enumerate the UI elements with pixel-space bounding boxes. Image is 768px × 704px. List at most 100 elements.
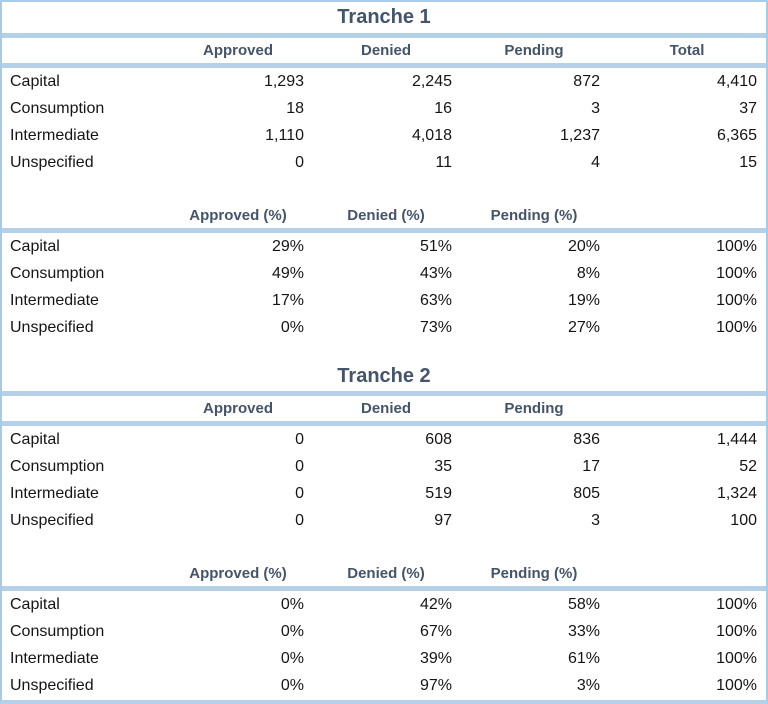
cell: 35 (434, 457, 452, 475)
cell: 805 (573, 484, 600, 502)
row-label: Consumption (10, 622, 105, 640)
cell: 100% (716, 622, 757, 640)
cell: 3 (591, 511, 600, 529)
cell: 1,324 (716, 484, 757, 502)
cell: 100% (716, 291, 757, 309)
col-header-approved-pct: Approved (%) (164, 203, 312, 233)
col-header-denied-pct: Denied (%) (312, 561, 460, 591)
cell: 4,018 (411, 126, 452, 144)
cell: 519 (425, 484, 452, 502)
row-label: Intermediate (10, 484, 99, 502)
cell: 27% (567, 318, 600, 336)
row-label: Capital (10, 430, 60, 448)
table-row: Intermediate 1,110 4,018 1,237 6,365 (2, 122, 766, 149)
cell: 16 (434, 99, 452, 117)
cell: 0 (295, 153, 304, 171)
cell: 37 (739, 99, 757, 117)
cell: 0% (280, 676, 304, 694)
col-header-total: Total (608, 38, 766, 68)
col-header-pending-pct: Pending (%) (460, 561, 608, 591)
col-header-denied: Denied (312, 396, 460, 426)
header-row: Approved (%) Denied (%) Pending (%) (2, 561, 766, 591)
cell: 11 (435, 153, 452, 171)
cell: 0% (280, 622, 304, 640)
table-row: Unspecified 0 11 4 15 (2, 149, 766, 176)
cell: 100% (716, 318, 757, 336)
cell: 67% (419, 622, 452, 640)
cell: 0 (295, 511, 304, 529)
row-label: Unspecified (10, 153, 94, 171)
header-row: Approved (%) Denied (%) Pending (%) (2, 203, 766, 233)
row-label: Consumption (10, 99, 105, 117)
col-header-denied-pct: Denied (%) (312, 203, 460, 233)
cell: 1,237 (559, 126, 600, 144)
cell: 100% (716, 676, 757, 694)
cell: 0% (280, 318, 304, 336)
cell: 100% (716, 237, 757, 255)
corner-blank (2, 561, 164, 591)
tranche-1-percentages-table: Approved (%) Denied (%) Pending (%) Capi… (2, 203, 766, 341)
table-row: Consumption 0 35 17 52 (2, 453, 766, 480)
row-label: Unspecified (10, 511, 94, 529)
cell: 100% (716, 595, 757, 613)
col-header-blank (608, 396, 766, 426)
col-header-pending-pct: Pending (%) (460, 203, 608, 233)
table-row: Capital 29% 51% 20% 100% (2, 231, 766, 261)
cell: 0 (295, 457, 304, 475)
cell: 58% (567, 595, 600, 613)
table-row: Unspecified 0% 73% 27% 100% (2, 314, 766, 341)
cell: 872 (573, 72, 600, 90)
cell: 8% (576, 264, 600, 282)
col-header-pending: Pending (460, 38, 608, 68)
row-label: Capital (10, 237, 60, 255)
corner-blank (2, 38, 164, 68)
cell: 39% (419, 649, 452, 667)
cell: 100% (716, 649, 757, 667)
header-row: Approved Denied Pending (2, 396, 766, 426)
table-row: Consumption 49% 43% 8% 100% (2, 260, 766, 287)
tranche-1-counts-table: Approved Denied Pending Total Capital 1,… (2, 38, 766, 176)
cell: 3% (576, 676, 600, 694)
cell: 52 (739, 457, 757, 475)
tranche-2-title: Tranche 2 (2, 361, 766, 396)
corner-blank (2, 396, 164, 426)
col-header-blank (608, 561, 766, 591)
cell: 17 (582, 457, 600, 475)
table-row: Intermediate 0 519 805 1,324 (2, 480, 766, 507)
cell: 0% (280, 595, 304, 613)
row-label: Consumption (10, 264, 105, 282)
cell: 19% (567, 291, 600, 309)
cell: 836 (573, 430, 600, 448)
table-row: Capital 0% 42% 58% 100% (2, 589, 766, 619)
cell: 49% (271, 264, 304, 282)
table-row: Capital 1,293 2,245 872 4,410 (2, 66, 766, 96)
cell: 6,365 (716, 126, 757, 144)
cell: 1,444 (716, 430, 757, 448)
corner-blank (2, 203, 164, 233)
cell: 20% (567, 237, 600, 255)
cell: 61% (567, 649, 600, 667)
tranche-2-percentages-table: Approved (%) Denied (%) Pending (%) Capi… (2, 561, 766, 699)
cell: 608 (425, 430, 452, 448)
cell: 1,110 (265, 126, 304, 144)
tranche-1-title: Tranche 1 (2, 2, 766, 38)
cell: 97% (419, 676, 452, 694)
cell: 17% (271, 291, 304, 309)
row-label: Consumption (10, 457, 105, 475)
spacer (2, 534, 766, 561)
cell: 4 (591, 153, 600, 171)
table-row: Capital 0 608 836 1,444 (2, 424, 766, 454)
cell: 0 (295, 430, 304, 448)
col-header-blank (608, 203, 766, 233)
row-label: Unspecified (10, 676, 94, 694)
cell: 0 (295, 484, 304, 502)
header-row: Approved Denied Pending Total (2, 38, 766, 68)
cell: 15 (739, 153, 757, 171)
cell: 33% (567, 622, 600, 640)
table-row: Consumption 18 16 3 37 (2, 95, 766, 122)
col-header-pending: Pending (460, 396, 608, 426)
cell: 73% (419, 318, 452, 336)
cell: 100% (716, 264, 757, 282)
col-header-approved: Approved (164, 396, 312, 426)
